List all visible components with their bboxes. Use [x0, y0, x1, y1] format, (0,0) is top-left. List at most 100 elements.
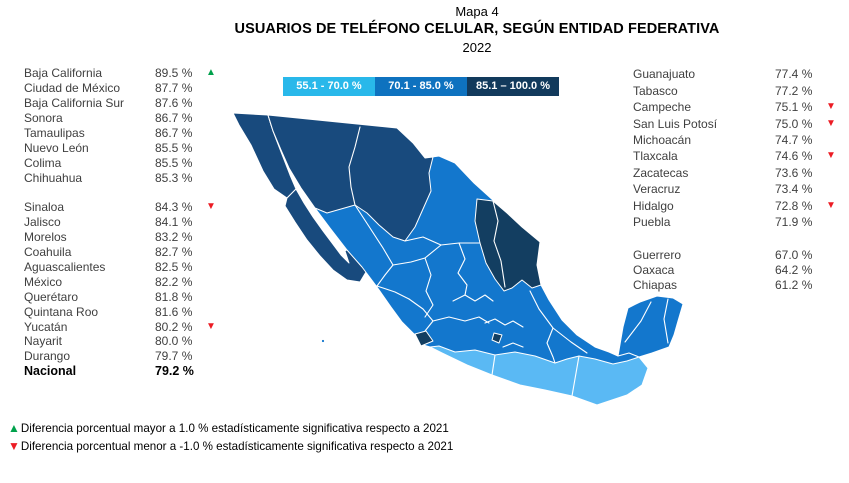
page-title: USUARIOS DE TELÉFONO CELULAR, SEGÚN ENTI…	[234, 21, 720, 37]
state-row: Morelos 83.2 %	[24, 230, 216, 245]
state-value: 85.5 %	[155, 140, 193, 155]
trend-down-icon: ▼	[206, 320, 216, 332]
footnote-text: Diferencia porcentual mayor a 1.0 % esta…	[20, 422, 449, 435]
state-value: 80.2 %	[155, 319, 193, 334]
state-value: 79.2 %	[155, 364, 194, 379]
state-row: Tlaxcala 74.6 % ▼	[633, 148, 836, 164]
state-name: Hidalgo	[633, 198, 674, 213]
state-row: Aguascalientes 82.5 %	[24, 260, 216, 275]
state-name: Jalisco	[24, 215, 61, 230]
state-row: Hidalgo 72.8 % ▼	[633, 198, 836, 214]
state-name: Nuevo León	[24, 140, 89, 155]
state-name: Guanajuato	[633, 67, 696, 82]
state-name: Durango	[24, 349, 71, 364]
state-row: Tabasco 77.2 %	[633, 82, 836, 98]
state-name: Michoacán	[633, 132, 692, 147]
state-name: Sonora	[24, 111, 63, 126]
state-value: 73.4 %	[775, 182, 813, 197]
state-name: México	[24, 274, 63, 289]
state-row: Baja California 89.5 % ▲	[24, 66, 216, 81]
footnotes: ▲Diferencia porcentual mayor a 1.0 % est…	[8, 420, 453, 456]
title-year: 2022	[462, 40, 492, 55]
state-value: 77.2 %	[775, 83, 813, 98]
islas-marias-dot	[320, 338, 326, 344]
state-name: Colima	[24, 155, 62, 170]
trend-down-icon: ▼	[826, 199, 836, 211]
state-row: Quintana Roo 81.6 %	[24, 304, 216, 319]
state-name: Baja California	[24, 66, 103, 81]
state-row: Nuevo León 85.5 %	[24, 140, 216, 155]
state-row: Zacatecas 73.6 %	[633, 165, 836, 181]
trend-down-icon: ▼	[8, 439, 20, 453]
state-row: Veracruz 73.4 %	[633, 181, 836, 197]
state-name: Veracruz	[633, 182, 681, 197]
legend-bin-1: 70.1 - 85.0 %	[375, 77, 467, 96]
trend-down-icon: ▼	[826, 117, 836, 129]
state-name: Puebla	[633, 215, 671, 230]
state-list-left-top: Baja California 89.5 % ▲ Ciudad de México 87…	[24, 66, 216, 185]
state-value: 72.8 %	[775, 198, 813, 213]
mexico-choropleth-map	[232, 112, 684, 406]
state-region-nuevo-leon-tamaulipas	[474, 198, 542, 292]
state-value: 77.4 %	[775, 67, 813, 82]
state-row: Querétaro 81.8 %	[24, 289, 216, 304]
state-name: Zacatecas	[633, 165, 689, 180]
state-name: Tlaxcala	[633, 149, 678, 164]
state-value: 74.6 %	[775, 149, 813, 164]
state-name: San Luis Potosí	[633, 116, 718, 131]
state-value: 67.0 %	[775, 247, 813, 262]
state-value: 84.1 %	[155, 215, 193, 230]
state-row: México 82.2 %	[24, 274, 216, 289]
state-name: Guerrero	[633, 247, 682, 262]
state-value: 87.7 %	[155, 81, 193, 96]
state-row: Sonora 86.7 %	[24, 111, 216, 126]
state-row: Yucatán 80.2 % ▼	[24, 319, 216, 334]
trend-down-icon: ▼	[826, 101, 836, 113]
state-value: 82.2 %	[155, 274, 193, 289]
legend-bin-2: 85.1 – 100.0 %	[467, 77, 559, 96]
state-row: Guanajuato 77.4 %	[633, 66, 836, 82]
state-row: Puebla 71.9 %	[633, 214, 836, 230]
state-row: Durango 79.7 %	[24, 349, 216, 364]
state-borders-overlay	[348, 126, 669, 397]
state-name: Aguascalientes	[24, 260, 106, 274]
state-name: Quintana Roo	[24, 304, 99, 319]
state-value: 61.2 %	[775, 277, 813, 292]
state-list-right-bottom: Guerrero 67.0 % Oaxaca 64.2 % Chiapas 61.2 %	[633, 247, 821, 292]
state-region-ciudad-de-mexico	[491, 332, 503, 344]
trend-down-icon: ▼	[826, 150, 836, 162]
state-name: Nacional	[24, 364, 77, 379]
state-value: 80.0 %	[155, 334, 193, 349]
state-value: 89.5 %	[155, 66, 193, 81]
state-row: Campeche 75.1 % ▼	[633, 99, 836, 115]
state-value: 71.9 %	[775, 215, 813, 230]
state-name: Chiapas	[633, 277, 678, 292]
state-row: Coahuila 82.7 %	[24, 245, 216, 260]
state-row: Michoacán 74.7 %	[633, 132, 836, 148]
state-value: 87.6 %	[155, 96, 193, 111]
state-list-left-bottom: Sinaloa 84.3 % ▼ Jalisco 84.1 % Morelos 83.2 %…	[24, 200, 216, 379]
state-value: 86.7 %	[155, 111, 193, 126]
state-row: San Luis Potosí 75.0 % ▼	[633, 115, 836, 131]
state-row: Tamaulipas 86.7 %	[24, 126, 216, 141]
legend-bin-0: 55.1 - 70.0 %	[283, 77, 375, 96]
national-total-row: Nacional 79.2 %	[24, 364, 216, 379]
state-row: Chiapas 61.2 %	[633, 277, 821, 292]
state-value: 83.2 %	[155, 230, 193, 245]
state-value: 85.3 %	[155, 170, 193, 185]
state-name: Oaxaca	[633, 262, 675, 277]
state-value: 75.0 %	[775, 116, 813, 131]
state-name: Querétaro	[24, 289, 79, 304]
title-block: Mapa 4 USUARIOS DE TELÉFONO CELULAR, SEG…	[105, 3, 849, 56]
state-row: Oaxaca 64.2 %	[633, 262, 821, 277]
state-value: 73.6 %	[775, 165, 813, 180]
state-value: 81.8 %	[155, 289, 193, 304]
state-region-colima	[414, 330, 434, 347]
state-name: Tamaulipas	[24, 126, 85, 140]
footnote-down: ▼Diferencia porcentual menor a -1.0 % es…	[8, 438, 453, 456]
trend-up-icon: ▲	[8, 421, 20, 435]
state-value: 85.5 %	[155, 155, 193, 170]
state-value: 81.6 %	[155, 304, 193, 319]
state-name: Sinaloa	[24, 200, 65, 215]
state-name: Nayarit	[24, 334, 63, 349]
